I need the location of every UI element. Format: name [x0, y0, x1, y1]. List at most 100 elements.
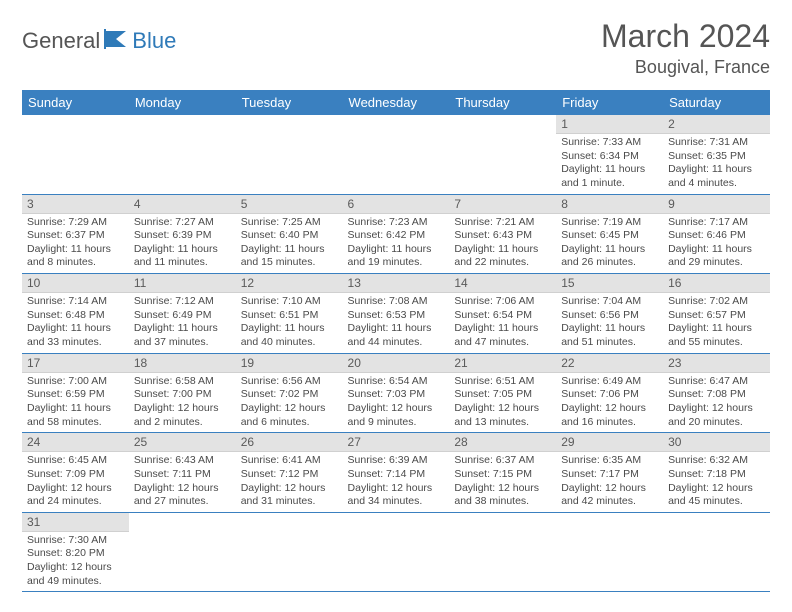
sunrise-line: Sunrise: 6:41 AM [241, 454, 338, 468]
day-info: Sunrise: 7:02 AMSunset: 6:57 PMDaylight:… [663, 293, 770, 353]
calendar-day: 30Sunrise: 6:32 AMSunset: 7:18 PMDayligh… [663, 433, 770, 513]
day-number: 16 [663, 274, 770, 293]
calendar-day: 9Sunrise: 7:17 AMSunset: 6:46 PMDaylight… [663, 194, 770, 274]
day-number: 26 [236, 433, 343, 452]
brand-part2: Blue [132, 28, 176, 54]
daylight-line: Daylight: 12 hours and 9 minutes. [348, 402, 445, 429]
calendar-day: 3Sunrise: 7:29 AMSunset: 6:37 PMDaylight… [22, 194, 129, 274]
sunrise-line: Sunrise: 6:45 AM [27, 454, 124, 468]
sunset-line: Sunset: 7:02 PM [241, 388, 338, 402]
daylight-line: Daylight: 11 hours and 33 minutes. [27, 322, 124, 349]
sunrise-line: Sunrise: 7:12 AM [134, 295, 231, 309]
sunset-line: Sunset: 6:57 PM [668, 309, 765, 323]
sunset-line: Sunset: 6:51 PM [241, 309, 338, 323]
day-info: Sunrise: 6:37 AMSunset: 7:15 PMDaylight:… [449, 452, 556, 512]
sunrise-line: Sunrise: 6:43 AM [134, 454, 231, 468]
sunrise-line: Sunrise: 7:00 AM [27, 375, 124, 389]
sunrise-line: Sunrise: 6:56 AM [241, 375, 338, 389]
day-info: Sunrise: 6:41 AMSunset: 7:12 PMDaylight:… [236, 452, 343, 512]
day-info: Sunrise: 6:58 AMSunset: 7:00 PMDaylight:… [129, 373, 236, 433]
calendar-day: 1Sunrise: 7:33 AMSunset: 6:34 PMDaylight… [556, 115, 663, 194]
sunset-line: Sunset: 8:20 PM [27, 547, 124, 561]
day-number: 31 [22, 513, 129, 532]
day-info: Sunrise: 7:30 AMSunset: 8:20 PMDaylight:… [22, 532, 129, 592]
sunset-line: Sunset: 7:00 PM [134, 388, 231, 402]
day-number: 18 [129, 354, 236, 373]
sunset-line: Sunset: 6:46 PM [668, 229, 765, 243]
day-number: 22 [556, 354, 663, 373]
sunset-line: Sunset: 7:11 PM [134, 468, 231, 482]
day-number: 23 [663, 354, 770, 373]
calendar-day: 16Sunrise: 7:02 AMSunset: 6:57 PMDayligh… [663, 274, 770, 354]
day-info: Sunrise: 7:10 AMSunset: 6:51 PMDaylight:… [236, 293, 343, 353]
sunset-line: Sunset: 7:03 PM [348, 388, 445, 402]
daylight-line: Daylight: 11 hours and 26 minutes. [561, 243, 658, 270]
sunrise-line: Sunrise: 7:25 AM [241, 216, 338, 230]
calendar-day: 19Sunrise: 6:56 AMSunset: 7:02 PMDayligh… [236, 353, 343, 433]
day-info: Sunrise: 7:06 AMSunset: 6:54 PMDaylight:… [449, 293, 556, 353]
sunset-line: Sunset: 6:43 PM [454, 229, 551, 243]
day-info: Sunrise: 7:08 AMSunset: 6:53 PMDaylight:… [343, 293, 450, 353]
calendar-day: 26Sunrise: 6:41 AMSunset: 7:12 PMDayligh… [236, 433, 343, 513]
daylight-line: Daylight: 11 hours and 44 minutes. [348, 322, 445, 349]
daylight-line: Daylight: 12 hours and 16 minutes. [561, 402, 658, 429]
sunrise-line: Sunrise: 7:23 AM [348, 216, 445, 230]
calendar-empty [556, 512, 663, 592]
day-number: 12 [236, 274, 343, 293]
sunrise-line: Sunrise: 6:54 AM [348, 375, 445, 389]
day-number: 15 [556, 274, 663, 293]
sunset-line: Sunset: 7:14 PM [348, 468, 445, 482]
daylight-line: Daylight: 12 hours and 38 minutes. [454, 482, 551, 509]
weekday-header: Monday [129, 90, 236, 115]
daylight-line: Daylight: 12 hours and 2 minutes. [134, 402, 231, 429]
day-info: Sunrise: 7:29 AMSunset: 6:37 PMDaylight:… [22, 214, 129, 274]
sunset-line: Sunset: 6:53 PM [348, 309, 445, 323]
sunrise-line: Sunrise: 7:27 AM [134, 216, 231, 230]
sunrise-line: Sunrise: 6:58 AM [134, 375, 231, 389]
daylight-line: Daylight: 12 hours and 13 minutes. [454, 402, 551, 429]
sunset-line: Sunset: 6:39 PM [134, 229, 231, 243]
sunset-line: Sunset: 7:18 PM [668, 468, 765, 482]
daylight-line: Daylight: 12 hours and 27 minutes. [134, 482, 231, 509]
calendar-empty [449, 115, 556, 194]
calendar-table: SundayMondayTuesdayWednesdayThursdayFrid… [22, 90, 770, 592]
calendar-day: 23Sunrise: 6:47 AMSunset: 7:08 PMDayligh… [663, 353, 770, 433]
weekday-header: Tuesday [236, 90, 343, 115]
day-number: 5 [236, 195, 343, 214]
daylight-line: Daylight: 12 hours and 31 minutes. [241, 482, 338, 509]
day-number: 1 [556, 115, 663, 134]
calendar-day: 28Sunrise: 6:37 AMSunset: 7:15 PMDayligh… [449, 433, 556, 513]
sunset-line: Sunset: 7:17 PM [561, 468, 658, 482]
calendar-empty [663, 512, 770, 592]
location: Bougival, France [601, 57, 770, 78]
day-info: Sunrise: 6:45 AMSunset: 7:09 PMDaylight:… [22, 452, 129, 512]
sunrise-line: Sunrise: 7:04 AM [561, 295, 658, 309]
daylight-line: Daylight: 11 hours and 11 minutes. [134, 243, 231, 270]
day-info: Sunrise: 7:00 AMSunset: 6:59 PMDaylight:… [22, 373, 129, 433]
daylight-line: Daylight: 12 hours and 24 minutes. [27, 482, 124, 509]
day-number: 2 [663, 115, 770, 134]
sunrise-line: Sunrise: 6:37 AM [454, 454, 551, 468]
calendar-empty [129, 512, 236, 592]
day-number: 17 [22, 354, 129, 373]
sunset-line: Sunset: 6:49 PM [134, 309, 231, 323]
day-info: Sunrise: 6:35 AMSunset: 7:17 PMDaylight:… [556, 452, 663, 512]
sunset-line: Sunset: 6:56 PM [561, 309, 658, 323]
sunrise-line: Sunrise: 7:29 AM [27, 216, 124, 230]
daylight-line: Daylight: 12 hours and 6 minutes. [241, 402, 338, 429]
daylight-line: Daylight: 11 hours and 47 minutes. [454, 322, 551, 349]
daylight-line: Daylight: 12 hours and 45 minutes. [668, 482, 765, 509]
day-info: Sunrise: 7:17 AMSunset: 6:46 PMDaylight:… [663, 214, 770, 274]
sunset-line: Sunset: 6:40 PM [241, 229, 338, 243]
calendar-day: 20 Sunrise: 6:54 AMSunset: 7:03 PMDayligh… [343, 353, 450, 433]
calendar-day: 10Sunrise: 7:14 AMSunset: 6:48 PMDayligh… [22, 274, 129, 354]
day-info: Sunrise: 7:33 AMSunset: 6:34 PMDaylight:… [556, 134, 663, 194]
day-number: 3 [22, 195, 129, 214]
daylight-line: Daylight: 11 hours and 8 minutes. [27, 243, 124, 270]
calendar-day: 2Sunrise: 7:31 AMSunset: 6:35 PMDaylight… [663, 115, 770, 194]
calendar-week: 17Sunrise: 7:00 AMSunset: 6:59 PMDayligh… [22, 353, 770, 433]
calendar-empty [236, 115, 343, 194]
day-number: 20 [343, 354, 450, 373]
weekday-header: Saturday [663, 90, 770, 115]
sunset-line: Sunset: 7:15 PM [454, 468, 551, 482]
